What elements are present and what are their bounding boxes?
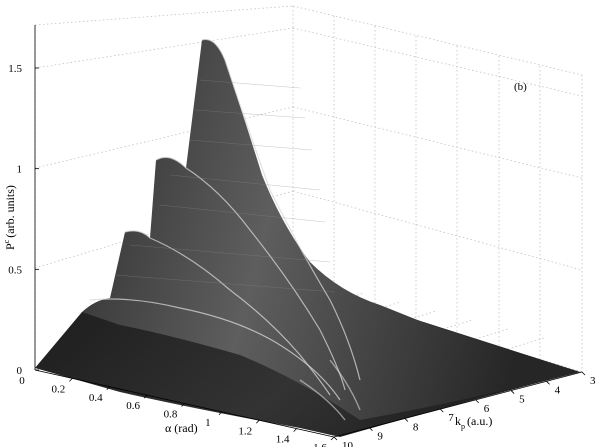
y-tick-mark <box>475 399 479 404</box>
y-tick-mark <box>581 371 586 376</box>
y-ticks: 3 4 5 6 7 8 9 10 <box>333 371 596 447</box>
x-axis-title: α (rad) <box>165 421 198 435</box>
z-axis-title-superscript: c <box>2 239 11 243</box>
x-tick-label: 1 <box>205 417 211 429</box>
x-tick-mark <box>293 428 297 432</box>
ridge-floor <box>89 298 341 401</box>
x-tick-label: 0.6 <box>126 400 140 412</box>
y-tick-mark <box>546 381 550 385</box>
x-tick-mark <box>330 436 335 441</box>
y-tick-label: 6 <box>484 403 490 415</box>
x-tick-label: 1.2 <box>238 425 252 437</box>
z-ticks: 0 0.5 1 1.5 <box>8 63 39 377</box>
x-tick-label: 0.2 <box>52 383 66 395</box>
z-tick-label: 1 <box>17 164 23 176</box>
mesh-lines <box>114 79 336 293</box>
y-tick-mark <box>404 418 409 422</box>
y-axis-line <box>333 371 583 438</box>
y-tick-label: 5 <box>519 394 525 406</box>
x-tick-label: 1.6 <box>313 442 327 447</box>
y-tick-label: 3 <box>590 375 596 387</box>
x-tick-label-origin: 0 <box>19 375 25 387</box>
panel-label: (b) <box>514 81 527 93</box>
floor-streaks <box>299 359 361 421</box>
y-tick-mark <box>333 436 338 441</box>
y-tick-label: 4 <box>555 384 561 396</box>
z-tick-label: 0 <box>17 365 23 377</box>
z-tick-label: 1.5 <box>8 63 22 75</box>
surface-sheet <box>82 39 580 421</box>
y-tick-mark <box>440 408 444 413</box>
x-tick-mark <box>69 378 73 382</box>
x-tick-mark <box>106 386 111 391</box>
y-tick-label: 7 <box>448 412 454 424</box>
x-ticks: 0 0.2 0.4 0.6 0.8 1 1.2 1.4 1.6 <box>19 375 335 447</box>
z-axis-title-suffix: (arb. units) <box>3 185 17 238</box>
ridge-middle <box>155 156 346 391</box>
x-tick-mark <box>143 394 148 399</box>
x-tick-mark <box>255 419 260 424</box>
x-tick-mark <box>218 411 223 416</box>
x-tick-label: 0.4 <box>89 392 103 404</box>
x-tick-label: 1.4 <box>276 434 290 446</box>
x-tick-label: 0.8 <box>164 409 178 421</box>
ridge-top <box>201 38 361 381</box>
y-tick-mark <box>369 427 373 431</box>
y-axis-title-subscript: p <box>461 422 465 431</box>
ridge-lines <box>89 38 361 401</box>
z-tick-label: 0.5 <box>8 264 22 276</box>
x-tick-mark <box>181 403 185 407</box>
y-tick-label: 10 <box>342 440 354 447</box>
z-axis-title: Pc(arb. units) <box>2 185 17 250</box>
y-tick-label: 8 <box>413 421 419 433</box>
y-tick-label: 9 <box>377 431 383 443</box>
y-axis-title-suffix: (a.u.) <box>467 414 492 428</box>
y-axis-title: kp (a.u.) <box>455 414 492 431</box>
y-tick-mark <box>510 390 515 394</box>
